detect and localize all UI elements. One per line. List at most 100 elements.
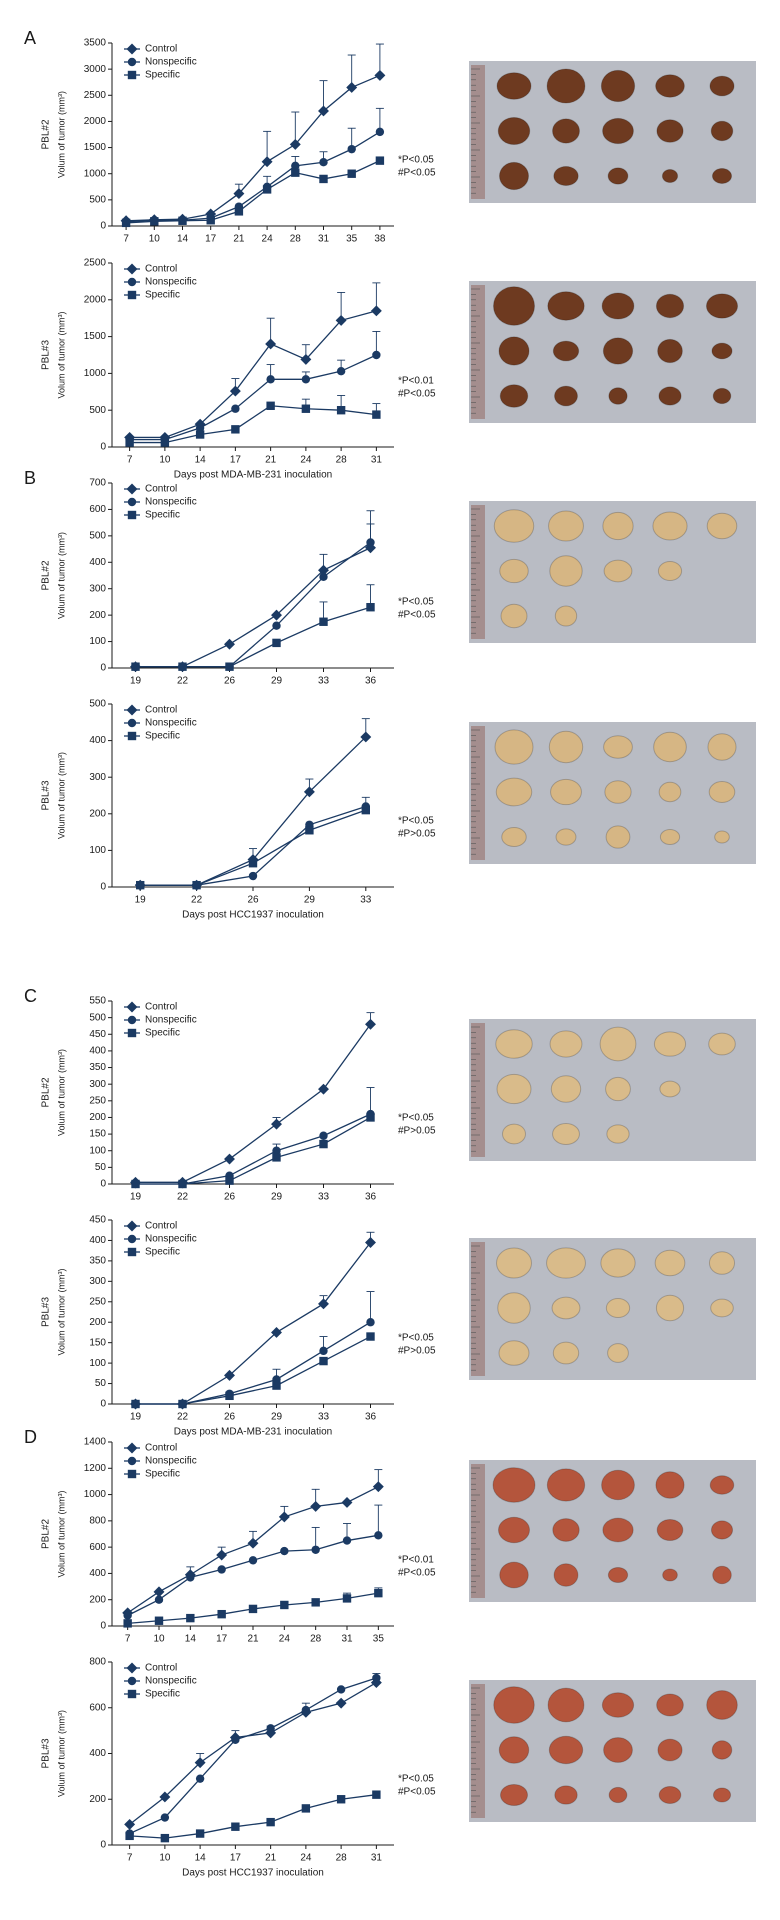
y-tick-label: 500 (89, 699, 106, 710)
tumor-photo (469, 1238, 756, 1380)
annotation: *P<0.05 (398, 1774, 434, 1785)
series-line (127, 1486, 379, 1614)
tumor (500, 1783, 528, 1807)
y-tick-label: 0 (100, 442, 106, 453)
group-label: PBL#2 (41, 1519, 52, 1549)
series-line (129, 354, 377, 441)
data-point (271, 609, 282, 621)
legend-label: Specific (145, 510, 180, 521)
legend-marker (127, 1247, 137, 1257)
data-point (370, 1677, 382, 1689)
data-point (160, 1833, 170, 1843)
y-tick-label: 800 (89, 1657, 106, 1668)
y-tick-label: 2000 (84, 294, 107, 305)
legend-marker (127, 497, 137, 507)
data-point (271, 1118, 282, 1130)
legend-marker (126, 1442, 138, 1454)
tumor (498, 1340, 530, 1366)
tumor (709, 1475, 735, 1495)
tumor (603, 559, 633, 583)
legend-label: Control (145, 1002, 177, 1013)
x-tick-label: 29 (271, 1412, 283, 1423)
annotation: #P<0.05 (398, 610, 436, 621)
y-tick-label: 500 (89, 530, 106, 541)
data-point (266, 401, 275, 410)
data-point (186, 1613, 195, 1623)
tumor (712, 1565, 732, 1585)
x-tick-label: 14 (195, 1853, 207, 1864)
data-point (372, 1790, 381, 1799)
annotation: #P>0.05 (398, 829, 436, 840)
data-point (178, 216, 187, 225)
data-point (372, 1481, 384, 1493)
x-tick-label: 29 (271, 1192, 283, 1203)
legend-label: Nonspecific (145, 1456, 197, 1467)
y-tick-label: 200 (89, 1594, 106, 1605)
tumor (548, 510, 584, 542)
annotation: #P<0.05 (398, 389, 436, 400)
x-tick-label: 24 (300, 1853, 312, 1864)
data-point (366, 1318, 375, 1327)
series-line (135, 1242, 372, 1405)
tumor (655, 1471, 685, 1499)
data-point (289, 138, 301, 150)
legend-label: Nonspecific (145, 277, 197, 288)
tumor (659, 1080, 681, 1098)
data-point (280, 1600, 289, 1610)
legend-marker (127, 1028, 137, 1038)
x-tick-label: 24 (262, 234, 274, 245)
y-tick-label: 500 (89, 1012, 106, 1023)
tumor (604, 780, 632, 804)
data-point (301, 1705, 311, 1715)
data-point (278, 1511, 290, 1523)
x-tick-label: 21 (233, 234, 245, 245)
series-line (135, 547, 371, 668)
data-point (195, 423, 205, 433)
panel-label: C (24, 986, 37, 1006)
data-point (374, 1531, 383, 1540)
tumor (661, 168, 679, 184)
data-point (346, 81, 358, 93)
group-label: PBL#2 (41, 1077, 52, 1107)
y-tick-label: 500 (89, 405, 106, 416)
y-tick-label: 0 (100, 221, 106, 232)
tumor (498, 1736, 530, 1764)
tumor-photo (469, 501, 756, 643)
tumor (498, 336, 530, 366)
data-point (261, 156, 273, 168)
y-tick-label: 1500 (84, 331, 107, 342)
legend-marker (127, 70, 137, 80)
legend-label: Nonspecific (145, 497, 197, 508)
y-tick-label: 600 (89, 504, 106, 515)
tumor (653, 731, 687, 763)
tumor (493, 1686, 535, 1724)
data-point (231, 1735, 240, 1744)
tumor (607, 167, 629, 185)
data-point (131, 1399, 140, 1409)
x-axis-label: Days post MDA-MB-231 inoculation (174, 1427, 332, 1438)
tumor (499, 384, 529, 408)
tumor (709, 75, 735, 97)
data-point (342, 1536, 352, 1545)
data-point (266, 375, 275, 384)
group-label: PBL#3 (41, 340, 52, 370)
data-point (192, 880, 201, 890)
data-point (375, 127, 385, 137)
data-point (125, 438, 134, 447)
tumor (601, 292, 635, 320)
data-point (160, 438, 170, 447)
x-tick-label: 21 (265, 455, 277, 466)
x-tick-label: 19 (130, 1192, 142, 1203)
x-tick-label: 22 (177, 1412, 189, 1423)
data-point (366, 1332, 375, 1341)
data-point (366, 1113, 375, 1122)
tumor (656, 1518, 684, 1542)
y-tick-label: 550 (89, 996, 106, 1007)
x-tick-label: 31 (341, 1634, 353, 1645)
x-axis-label: Days post HCC1937 inoculation (182, 1868, 324, 1879)
tumor (550, 778, 582, 806)
x-tick-label: 28 (336, 455, 348, 466)
y-tick-label: 350 (89, 1256, 106, 1267)
group-label: PBL#3 (41, 1738, 52, 1768)
ruler (471, 1684, 485, 1818)
